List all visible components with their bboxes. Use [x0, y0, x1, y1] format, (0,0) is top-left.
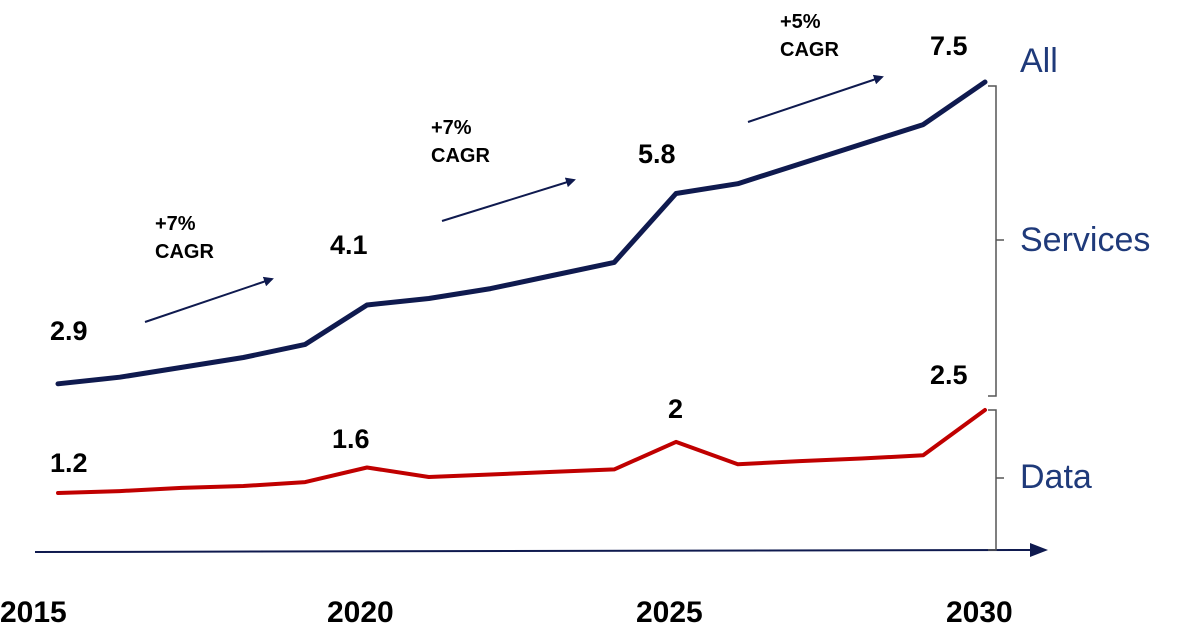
series-line-data: [56, 408, 987, 495]
cagr-arrow: [441, 177, 576, 222]
data-label-all-2015: 2.9: [50, 316, 88, 346]
data-label-data-2015: 1.2: [50, 448, 88, 478]
data-label-all-2025: 5.8: [638, 139, 676, 169]
x-tick-label: 2030: [946, 596, 1013, 629]
bracket-services: [988, 85, 997, 397]
cagr-annotation-2025-2030: +5% CAGR: [747, 11, 884, 123]
data-label-data-2030: 2.5: [930, 360, 968, 390]
cagr-arrow: [747, 74, 884, 123]
cagr-caption: CAGR: [431, 145, 490, 167]
segment-label-data: Data: [1020, 458, 1092, 496]
x-axis: [34, 549, 1036, 553]
series-line-all: [55, 79, 988, 387]
cagr-rate: +5%: [780, 11, 821, 33]
segment-label-services: Services: [1020, 221, 1150, 259]
x-axis-arrowhead: [1030, 543, 1048, 557]
cagr-rate: +7%: [155, 213, 196, 235]
x-tick-label: 2020: [327, 596, 394, 629]
cagr-arrow: [144, 276, 274, 323]
cagr-annotation-2015-2020: +7% CAGR: [144, 213, 274, 323]
segment-bracket: [988, 85, 1004, 551]
cagr-caption: CAGR: [155, 241, 214, 263]
x-tick-label: 2015: [0, 596, 67, 629]
cagr-rate: +7%: [431, 117, 472, 139]
data-label-data-2025: 2: [668, 394, 683, 424]
segment-label-all: All: [1020, 42, 1058, 80]
data-label-all-2030: 7.5: [930, 31, 968, 61]
data-label-data-2020: 1.6: [332, 424, 370, 454]
cagr-caption: CAGR: [780, 39, 839, 61]
data-label-all-2020: 4.1: [330, 230, 368, 260]
bracket-data: [988, 409, 997, 551]
x-tick-label: 2025: [636, 596, 703, 629]
cagr-annotation-2020-2025: +7% CAGR: [431, 117, 576, 222]
